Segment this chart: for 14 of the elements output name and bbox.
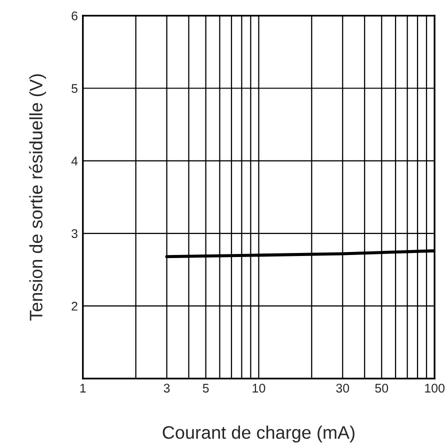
x-tick-label: 100	[425, 384, 444, 393]
x-tick-label: 5	[202, 384, 209, 393]
x-tick-label: 3	[164, 384, 170, 393]
x-tick-label: 10	[252, 384, 266, 393]
y-axis-title: Tension de sortie résiduelle (V)	[29, 74, 46, 321]
y-tick-label: 2	[72, 302, 78, 311]
y-tick-label: 3	[72, 229, 78, 238]
x-tick-label: 30	[336, 384, 350, 393]
y-tick-label: 4	[71, 156, 78, 166]
y-tick-label: 5	[72, 84, 78, 93]
x-tick-label: 50	[375, 384, 388, 393]
x-tick-label: 1	[80, 384, 86, 392]
y-tick-label: 6	[72, 11, 78, 20]
x-axis-title: Courant de charge (mA)	[162, 426, 354, 442]
